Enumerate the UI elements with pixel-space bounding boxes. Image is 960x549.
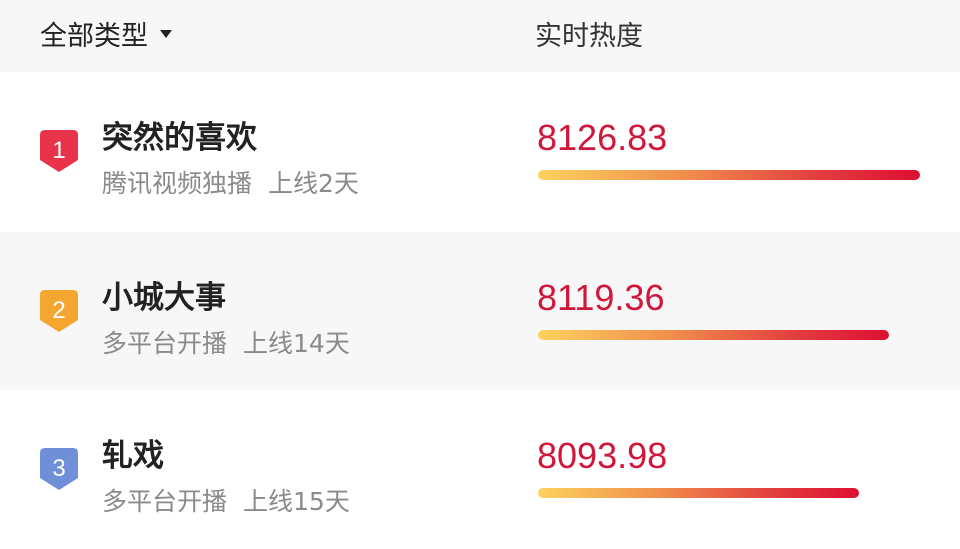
heat-column-header: 实时热度 [535,21,643,52]
heat-bar [538,330,890,340]
type-filter-label: 全部类型 [40,21,148,52]
show-meta: 腾讯视频独播 上线2天 [102,164,359,200]
online-days-text: 上线2天 [268,169,359,198]
svg-text:2: 2 [52,297,65,324]
svg-text:1: 1 [52,137,65,164]
heat-value: 8126.83 [537,117,668,158]
rank-badge-icon: 2 [40,290,78,332]
ranking-row[interactable]: 3 轧戏 多平台开播 上线15天 8093.98 [0,390,960,548]
online-days-text: 上线15天 [243,487,350,516]
platform-text: 腾讯视频独播 [102,169,253,198]
rank-badge-icon: 3 [40,448,78,490]
heat-value: 8119.36 [537,277,665,318]
show-meta: 多平台开播 上线14天 [102,324,350,360]
heat-bar [538,488,859,498]
ranking-row[interactable]: 2 小城大事 多平台开播 上线14天 8119.36 [0,232,960,390]
heat-value: 8093.98 [537,435,668,476]
caret-down-icon [160,29,172,38]
rank-badge-icon: 1 [40,130,78,172]
show-title: 突然的喜欢 [102,120,257,156]
heat-bar [538,170,920,180]
show-title: 小城大事 [102,280,226,316]
platform-text: 多平台开播 [102,329,228,358]
show-title: 轧戏 [102,438,164,474]
list-header: 全部类型 实时热度 [0,0,960,72]
ranking-row[interactable]: 1 突然的喜欢 腾讯视频独播 上线2天 8126.83 [0,72,960,230]
online-days-text: 上线14天 [243,329,350,358]
type-filter-dropdown[interactable]: 全部类型 [40,14,172,53]
svg-text:3: 3 [52,455,65,482]
platform-text: 多平台开播 [102,487,228,516]
show-meta: 多平台开播 上线15天 [102,482,350,518]
